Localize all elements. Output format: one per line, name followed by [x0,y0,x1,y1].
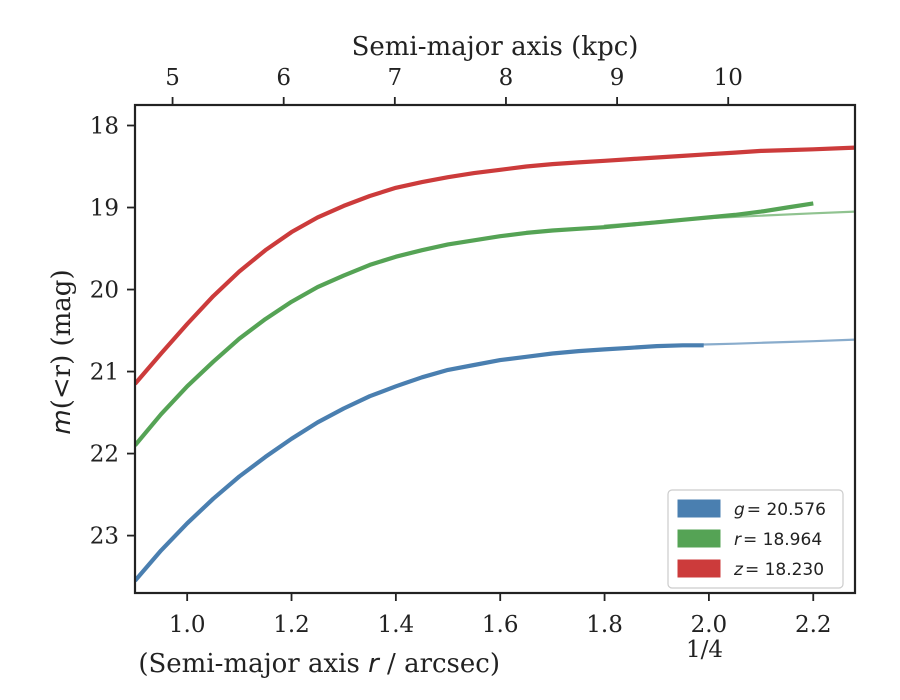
x-axis-title-rest: / arcsec) [379,649,500,679]
x-axis-title: (Semi-major axis r / arcsec) [138,649,500,679]
x-tick-label: 2.0 [691,612,728,638]
series-layer [135,145,855,583]
series-g-line [135,343,704,583]
x-tick-label: 1.2 [273,612,310,638]
series-z-line [135,145,855,386]
legend: g = 20.576 r = 18.964 z = 18.230 [667,489,844,589]
x-axis-title-main: (Semi-major axis [138,649,368,679]
ticks-layer: 1.0 1.2 1.4 1.6 1.8 2.0 2.2 18 19 20 21 22 23 5 6 7 8 9 10 [90,65,832,638]
series-g-model-line [702,338,855,346]
y-tick-label: 19 [90,196,119,222]
top-x-tick-label: 8 [499,65,514,91]
legend-swatch-r [677,529,721,548]
top-x-tick-label: 9 [610,65,625,91]
legend-label-z: z = 18.230 [733,560,824,580]
legend-label-r: r = 18.964 [734,530,822,550]
y-axis-title: m(<r) (mag) [47,269,77,434]
top-x-tick-label: 10 [714,65,743,91]
top-x-tick-label: 6 [276,65,291,91]
y-tick-label: 18 [90,114,119,140]
top-x-axis-title: Semi-major axis (kpc) [352,32,639,62]
plot-frame [133,103,857,595]
top-x-tick-label: 5 [165,65,180,91]
x-tick-label: 1.0 [169,612,206,638]
y-tick-label: 20 [90,278,119,304]
y-axis-title-rest: (<r) (mag) [47,269,77,409]
y-tick-label: 21 [90,360,119,386]
top-x-tick-label: 7 [388,65,403,91]
legend-label-g: g = 20.576 [734,500,826,520]
x-axis-title-exponent: 1/4 [686,637,723,663]
y-tick-label: 23 [90,524,119,550]
x-tick-label: 1.4 [378,612,415,638]
y-axis-title-var: m [47,409,77,434]
series-r-line [135,201,814,447]
y-tick-label: 22 [90,442,119,468]
x-tick-label: 2.2 [795,612,832,638]
legend-swatch-z [677,559,721,578]
x-tick-label: 1.6 [482,612,519,638]
x-tick-label: 1.8 [586,612,623,638]
legend-swatch-g [677,499,721,518]
series-clip-group [135,145,855,583]
x-axis-title-var: r [368,649,381,679]
